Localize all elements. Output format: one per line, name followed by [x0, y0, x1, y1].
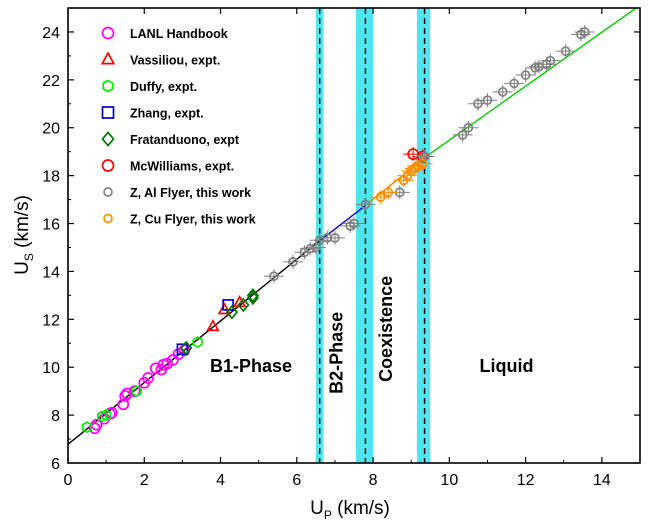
legend-marker — [101, 106, 115, 119]
data-point — [131, 385, 142, 398]
x-tick-label: 12 — [517, 472, 535, 489]
phase-label: Liquid — [480, 356, 534, 376]
x-tick-label: 6 — [292, 472, 301, 489]
plot-frame — [67, 7, 641, 464]
legend-label: Z, Cu Flyer, this work — [130, 213, 256, 227]
boundary-band-1 — [355, 8, 374, 463]
phase-label: Coexistence — [376, 276, 396, 382]
legend-marker — [103, 213, 113, 224]
legend-label: Duffy, expt. — [130, 80, 197, 94]
legend-marker — [101, 131, 115, 147]
data-point — [463, 122, 474, 133]
phase-label: B2-Phase — [327, 312, 347, 394]
data-point — [579, 27, 590, 37]
data-point — [457, 130, 468, 140]
data-point — [246, 288, 260, 303]
x-tick-label: 14 — [593, 472, 611, 489]
data-point — [142, 372, 154, 384]
legend-label: McWilliams, expt. — [130, 160, 234, 174]
data-point — [311, 242, 321, 253]
data-point — [410, 163, 420, 174]
data-point — [520, 70, 531, 80]
data-point — [560, 46, 571, 56]
y-tick-label: 6 — [51, 456, 60, 473]
data-point — [360, 199, 371, 210]
data-point — [206, 318, 220, 332]
data-point — [106, 406, 118, 419]
tick-marks — [67, 8, 640, 464]
y-tick-label: 24 — [42, 25, 60, 42]
data-point — [497, 86, 508, 97]
x-tick-label: 0 — [64, 472, 73, 489]
data-points — [81, 24, 595, 435]
data-point — [161, 357, 173, 370]
x-tick-label: 4 — [216, 472, 225, 489]
y-axis-label: US (km/s) — [12, 195, 36, 275]
legend-marker — [103, 187, 113, 197]
data-point — [128, 385, 141, 398]
data-point — [117, 398, 130, 411]
y-tick-label: 12 — [42, 312, 60, 329]
data-point — [97, 410, 108, 423]
legend-marker — [100, 51, 116, 65]
y-tick-label: 14 — [42, 264, 60, 281]
data-point — [330, 233, 340, 243]
data-point — [269, 271, 279, 282]
phase-label: B1-Phase — [210, 356, 292, 376]
legend-marker — [101, 26, 115, 40]
data-point — [383, 187, 394, 198]
data-point — [412, 161, 422, 171]
data-point — [417, 158, 428, 169]
data-point — [176, 343, 189, 356]
data-point — [100, 409, 112, 422]
data-point — [81, 421, 93, 434]
legend-label: Z, Al Flyer, this work — [130, 186, 251, 200]
y-tick-label: 16 — [42, 217, 60, 234]
data-point — [509, 78, 520, 89]
x-tick-label: 8 — [369, 472, 378, 489]
data-point — [180, 340, 193, 356]
boundary-band-2 — [416, 8, 431, 463]
data-point — [119, 390, 132, 402]
legend-label: Zhang, expt. — [130, 107, 204, 121]
legend-label: Vassiliou, expt. — [130, 54, 220, 68]
data-point — [217, 302, 232, 315]
data-point — [305, 243, 315, 254]
data-point — [482, 95, 493, 106]
data-point — [192, 336, 203, 349]
y-tick-label: 8 — [51, 408, 60, 425]
phase-labels: B1-Phase B2-Phase Coexistence Liquid — [210, 276, 534, 394]
y-tick-labels: 6 8 10 12 14 16 18 20 22 24 — [42, 25, 60, 473]
x-axis-label: UP (km/s) — [310, 498, 390, 520]
x-tick-label: 2 — [140, 472, 149, 489]
y-tick-label: 18 — [42, 169, 60, 186]
x-tick-label: 10 — [440, 472, 458, 489]
legend-marker — [102, 79, 114, 93]
data-point — [288, 256, 298, 267]
y-tick-label: 22 — [42, 73, 60, 90]
legend: LANL Handbook Vassiliou, expt. Duffy, expt… — [100, 26, 256, 227]
y-tick-label: 10 — [42, 360, 60, 377]
y-tick-label: 20 — [42, 121, 60, 138]
data-point — [225, 304, 239, 320]
x-tick-labels: 0 2 4 6 8 10 12 14 — [64, 472, 611, 489]
legend-label: LANL Handbook — [130, 27, 228, 41]
data-point — [375, 192, 386, 203]
legend-label: Fratanduono, expt — [130, 133, 240, 147]
data-point — [545, 55, 556, 66]
data-point — [349, 218, 359, 229]
legend-marker — [101, 159, 115, 172]
data-point — [246, 290, 260, 306]
data-point — [237, 297, 250, 313]
